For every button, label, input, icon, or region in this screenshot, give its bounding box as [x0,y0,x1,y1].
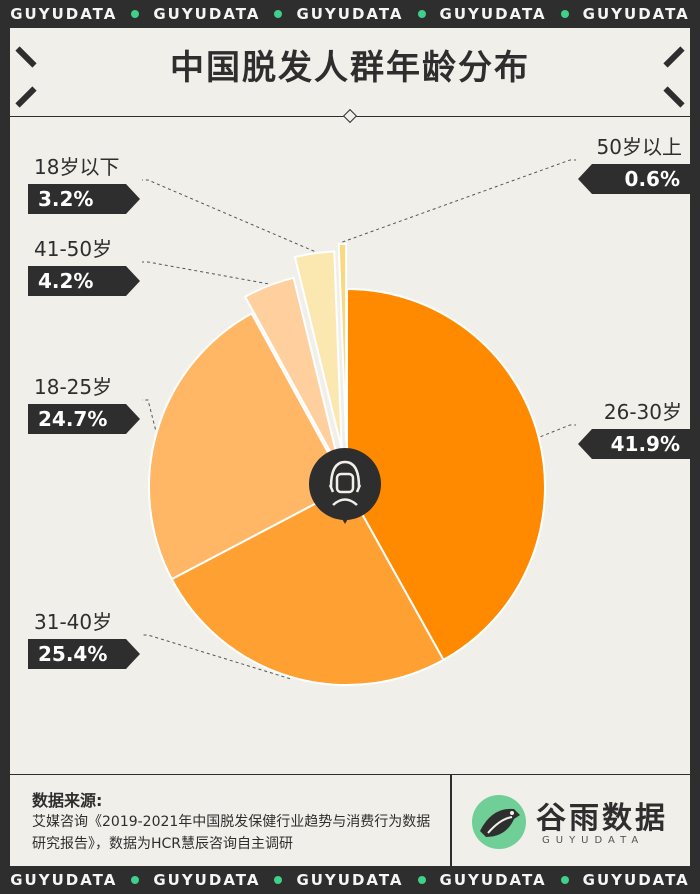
person-icon [308,448,381,524]
banner-text: GUYUDATA [582,871,690,889]
banner-text: GUYUDATA [296,871,404,889]
source-heading: 数据来源: [32,791,103,810]
brand-subtitle: GUYUDATA [542,835,645,846]
value-badge [28,184,140,214]
pie-slice [346,287,546,662]
value-badge [28,404,140,434]
source-text: 艾媒咨询《2019-2021年中国脱发保健行业趋势与消费行为数据研究报告》，数据… [32,814,431,852]
banner-dot [274,876,283,884]
banner-text: GUYUDATA [153,871,261,889]
banner-text: GUYUDATA [582,5,690,23]
leader-line [142,634,291,680]
slice-category-label: 50岁以上 [597,135,682,159]
banner-dot [417,876,426,884]
bottom-banner: GUYUDATA GUYUDATA GUYUDATA GUYUDATA GUYU… [0,866,700,894]
value-badge [578,429,690,459]
banner-dot [560,10,569,18]
slice-category-label: 26-30岁 [604,400,682,424]
pie-slice [170,485,445,686]
banner-text: GUYUDATA [153,5,261,23]
slice-value-label: 25.4% [38,642,107,666]
slice-category-label: 41-50岁 [34,237,112,261]
slice-labels: 26-30岁 41.9% 31-40岁 25.4% 18-25岁 24.7% 41-50岁 4… [28,135,690,669]
banner-dot [131,876,140,884]
slice-category-label: 18岁以下 [34,155,119,179]
slice-category-label: 18-25岁 [34,375,112,399]
banner-dot [417,10,426,18]
banner-dot [274,10,283,18]
brand: 谷雨数据 GUYUDATA [470,789,690,859]
brand-name: 谷雨数据 [536,801,668,836]
leader-line [142,179,315,252]
leader-line [142,261,269,285]
banner-dot [131,10,140,18]
footer-divider [450,775,452,867]
value-badge [578,164,690,194]
banner-text: GUYUDATA [10,871,118,889]
frame-right [690,28,700,866]
frame-left [0,28,10,866]
slice-value-label: 24.7% [38,407,107,431]
footer: 数据来源: 艾媒咨询《2019-2021年中国脱发保健行业趋势与消费行为数据研究… [10,774,690,867]
pie-slices [148,243,546,686]
banner-text: GUYUDATA [439,871,547,889]
leader-lines [142,159,576,680]
slice-value-label: 0.6% [625,167,680,191]
pie-slice [337,243,348,443]
pie-slice [243,276,342,471]
page-title: 中国脱发人群年龄分布 [170,48,530,88]
bird-logo-icon [472,795,526,849]
banner-text: GUYUDATA [10,5,118,23]
slice-value-label: 4.2% [38,269,93,293]
slice-category-label: 31-40岁 [34,610,112,634]
banner-text: GUYUDATA [439,5,547,23]
slice-value-label: 3.2% [38,187,93,211]
top-banner: GUYUDATA GUYUDATA GUYUDATA GUYUDATA GUYU… [0,0,700,28]
pie-slice [148,312,349,581]
leader-line [142,399,156,430]
banner-dot [560,876,569,884]
pin-tail [337,510,353,524]
banner-text: GUYUDATA [296,5,404,23]
slice-value-label: 41.9% [611,432,680,456]
value-badge [28,266,140,296]
leader-line [540,424,576,438]
leader-line [342,159,576,243]
pie-slice [293,250,343,450]
value-badge [28,639,140,669]
